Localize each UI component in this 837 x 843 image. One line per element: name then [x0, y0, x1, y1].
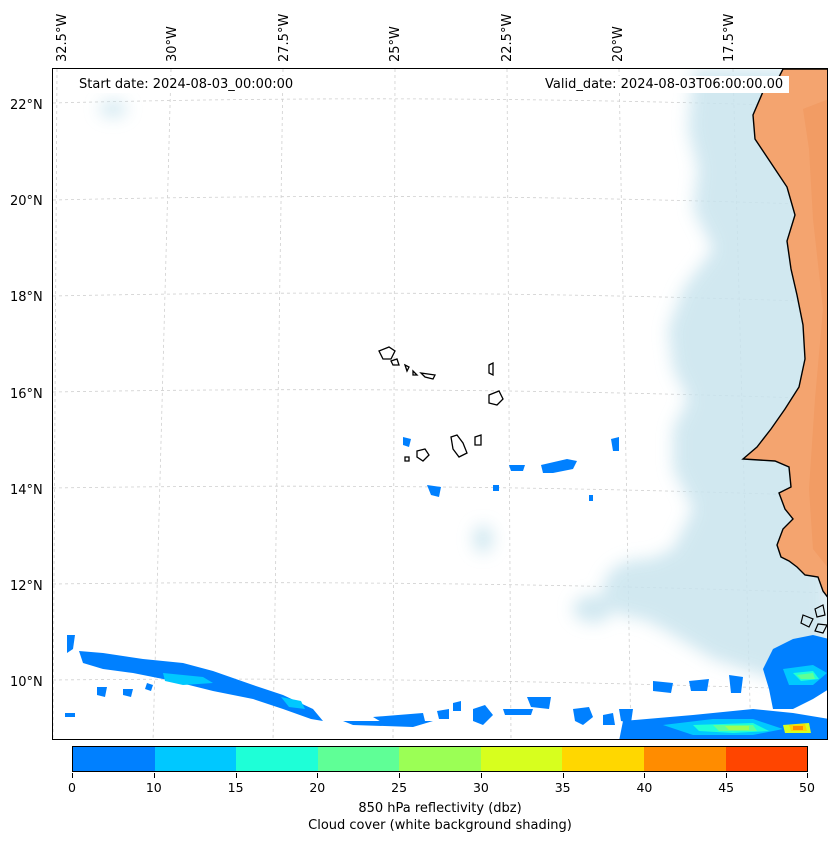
- valid-date-label: Valid_date: 2024-08-03T06:00:00.00: [539, 76, 790, 93]
- lon-label-27.5W: 27.5°W: [277, 13, 292, 62]
- colorbar-segment-35-40: [562, 747, 644, 771]
- colorbar-segment-40-45: [643, 747, 726, 771]
- lat-label-12N: 12°N: [10, 579, 43, 594]
- cape-verde-islands: [378, 346, 504, 462]
- colorbar-segment-45-50: [725, 747, 808, 771]
- land-interior-shade: [803, 99, 827, 567]
- colorbar-segment-25-30: [399, 747, 481, 771]
- lon-label-22.5W: 22.5°W: [500, 13, 515, 62]
- colorbar-tick: 0: [68, 780, 76, 795]
- colorbar-subtitle: Cloud cover (white background shading): [308, 818, 572, 833]
- graticule: [53, 69, 827, 739]
- colorbar-segment-15-20: [236, 747, 318, 771]
- colorbar-segment-0-10: [73, 747, 155, 771]
- lat-label-14N: 14°N: [10, 483, 43, 498]
- lon-label-17.5W: 17.5°W: [722, 13, 737, 62]
- reflectivity-patches: [65, 437, 827, 739]
- bijagos-islands: [800, 604, 827, 634]
- lon-label-32.5W: 32.5°W: [55, 13, 70, 62]
- lon-label-30W: 30°W: [165, 26, 180, 62]
- colorbar-tick: 15: [227, 780, 244, 795]
- colorbar-tick: 25: [391, 780, 408, 795]
- colorbar-tick: 30: [472, 780, 489, 795]
- map-panel: [52, 68, 828, 740]
- colorbar-tick: 40: [636, 780, 653, 795]
- lat-label-22N: 22°N: [10, 98, 43, 113]
- colorbar-tick: 20: [309, 780, 326, 795]
- lat-label-20N: 20°N: [10, 194, 43, 209]
- colorbar-ticks: 0 10 15 20 25 30 35 40 45 50: [68, 773, 815, 795]
- colorbar-tick: 50: [799, 780, 815, 795]
- start-date-label: Start date: 2024-08-03_00:00:00: [73, 76, 300, 93]
- colorbar-tick: 35: [554, 780, 571, 795]
- lat-label-16N: 16°N: [10, 387, 43, 402]
- colorbar-title: 850 hPa reflectivity (dbz): [358, 801, 522, 816]
- lat-label-18N: 18°N: [10, 290, 43, 305]
- cloud-cover-shading: [99, 69, 827, 679]
- lon-label-25W: 25°W: [388, 26, 403, 62]
- colorbar: [72, 746, 808, 772]
- africa-landmass: [741, 69, 827, 598]
- colorbar-segment-20-25: [317, 747, 400, 771]
- colorbar-tick: 10: [145, 780, 162, 795]
- lat-label-10N: 10°N: [10, 675, 43, 690]
- colorbar-tick: 45: [718, 780, 735, 795]
- map-canvas: [53, 69, 827, 739]
- lon-label-20W: 20°W: [611, 26, 626, 62]
- colorbar-segment-10-15: [154, 747, 237, 771]
- colorbar-segment-30-35: [480, 747, 563, 771]
